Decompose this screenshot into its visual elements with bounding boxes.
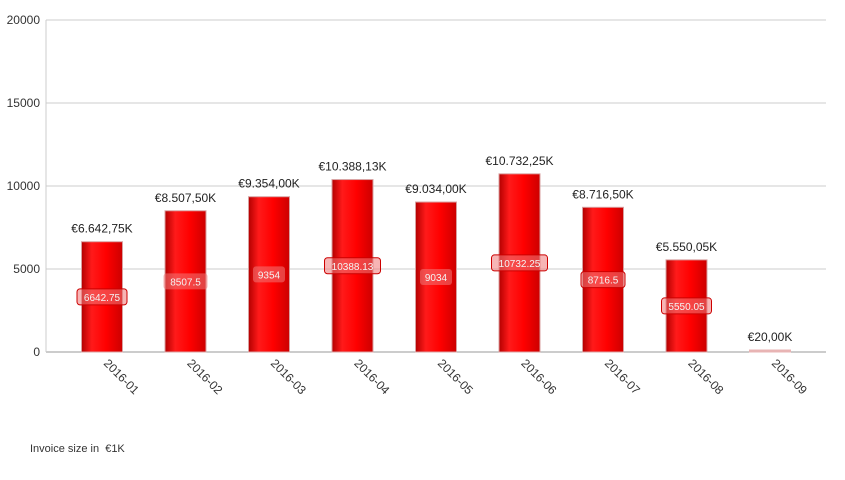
bar-inner-label: 9354 xyxy=(258,270,281,281)
x-tick-label: 2016-04 xyxy=(351,356,392,397)
bar-inner-label: 6642.75 xyxy=(84,293,121,304)
bar-inner-label: 5550.05 xyxy=(668,302,705,313)
x-tick-label: 2016-02 xyxy=(184,356,225,397)
bars: €6.642,75K 6642.75 €8.507,50K 8507.5 €9.354,… xyxy=(71,154,793,353)
bar-inner-label-box xyxy=(76,288,128,306)
bar-inner-label-box xyxy=(420,269,452,286)
bar-inner-label: 8716.5 xyxy=(588,276,619,287)
bar-value-label: €8.716,50K xyxy=(572,187,633,201)
x-tick-label: 2016-09 xyxy=(769,356,810,397)
bar-value-label: €6.642,75K xyxy=(71,222,132,236)
bar-inner-label: 9034 xyxy=(425,273,448,284)
bar-inner-label-box xyxy=(580,271,626,289)
y-axis-ticks: 0 5000 10000 15000 20000 xyxy=(7,13,41,359)
bar xyxy=(749,349,791,353)
bar-value-label: €10.732,25K xyxy=(485,154,553,168)
x-tick-label: 2016-05 xyxy=(435,356,476,397)
bar-inner-label: 10732.25 xyxy=(499,259,541,270)
bar-value-label: €10.388,13K xyxy=(318,160,386,174)
bar-inner-label-box xyxy=(163,273,208,290)
y-tick-label: 20000 xyxy=(7,13,41,27)
bar-inner-label: 10388.13 xyxy=(332,262,374,273)
bar-value-label: €9.034,00K xyxy=(405,182,466,196)
bar-group: €6.642,75K 6642.75 xyxy=(71,222,133,353)
y-tick-label: 10000 xyxy=(7,179,41,193)
bar-inner-label-box xyxy=(253,266,285,283)
bar-value-label: €20,00K xyxy=(748,330,793,344)
bar-group: €9.034,00K 9034 xyxy=(405,182,467,353)
bar-inner-label-box xyxy=(324,257,381,275)
bar-value-label: €5.550,05K xyxy=(656,240,717,254)
y-tick-label: 0 xyxy=(33,345,40,359)
footnote: Invoice size in €1K xyxy=(30,443,125,455)
x-axis-labels: 2016-01 2016-02 2016-03 2016-04 2016-05 2016-… xyxy=(101,356,810,397)
x-tick-label: 2016-03 xyxy=(268,356,309,397)
bar-group: €5.550,05K 5550.05 xyxy=(656,240,717,353)
bar-inner-label: 8507.5 xyxy=(170,277,201,288)
bar-group: €8.716,50K 8716.5 xyxy=(572,187,634,353)
x-tick-label: 2016-01 xyxy=(101,356,142,397)
bar-group: €9.354,00K 9354 xyxy=(238,177,300,353)
bar-value-label: €9.354,00K xyxy=(238,177,299,191)
bar-inner-label-box xyxy=(661,297,712,315)
y-tick-label: 5000 xyxy=(13,262,40,276)
bar-inner-label-box xyxy=(491,254,548,272)
bar-group: €10.732,25K 10732.25 xyxy=(485,154,554,353)
bar-group: €10.388,13K 10388.13 xyxy=(318,160,387,353)
bar-group: €20,00K xyxy=(748,330,793,353)
bar-value-label: €8.507,50K xyxy=(155,191,216,205)
x-tick-label: 2016-06 xyxy=(518,356,559,397)
x-tick-label: 2016-07 xyxy=(602,356,643,397)
x-tick-label: 2016-08 xyxy=(685,356,726,397)
y-tick-label: 15000 xyxy=(7,96,41,110)
bar-group: €8.507,50K 8507.5 xyxy=(155,191,216,353)
